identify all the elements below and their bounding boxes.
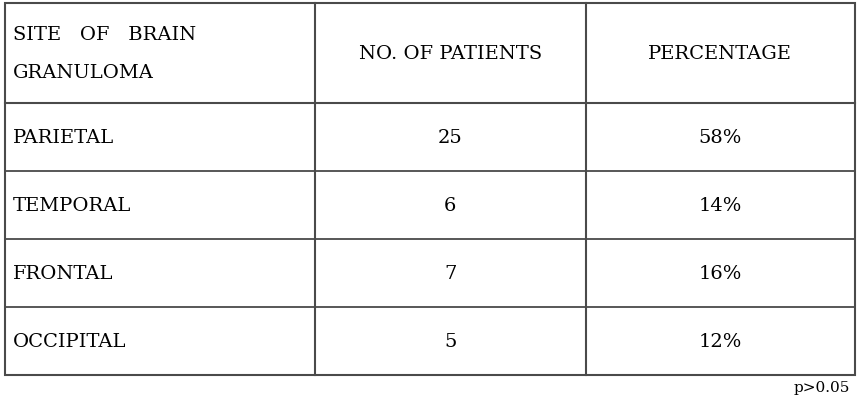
- Text: 6: 6: [445, 197, 457, 214]
- Text: NO. OF PATIENTS: NO. OF PATIENTS: [359, 45, 542, 63]
- Text: 16%: 16%: [698, 264, 742, 282]
- Text: OCCIPITAL: OCCIPITAL: [13, 332, 126, 350]
- Text: FRONTAL: FRONTAL: [13, 264, 114, 282]
- Bar: [5, 4, 855, 375]
- Text: GRANULOMA: GRANULOMA: [13, 64, 154, 82]
- Text: p>0.05: p>0.05: [794, 380, 850, 394]
- Text: TEMPORAL: TEMPORAL: [13, 197, 132, 214]
- Text: 5: 5: [445, 332, 457, 350]
- Text: SITE   OF   BRAIN: SITE OF BRAIN: [13, 26, 196, 44]
- Text: 14%: 14%: [698, 197, 742, 214]
- Text: 25: 25: [438, 129, 463, 147]
- Text: 7: 7: [445, 264, 457, 282]
- Text: 58%: 58%: [698, 129, 742, 147]
- Text: PERCENTAGE: PERCENTAGE: [648, 45, 792, 63]
- Text: PARIETAL: PARIETAL: [13, 129, 114, 147]
- Text: 12%: 12%: [698, 332, 742, 350]
